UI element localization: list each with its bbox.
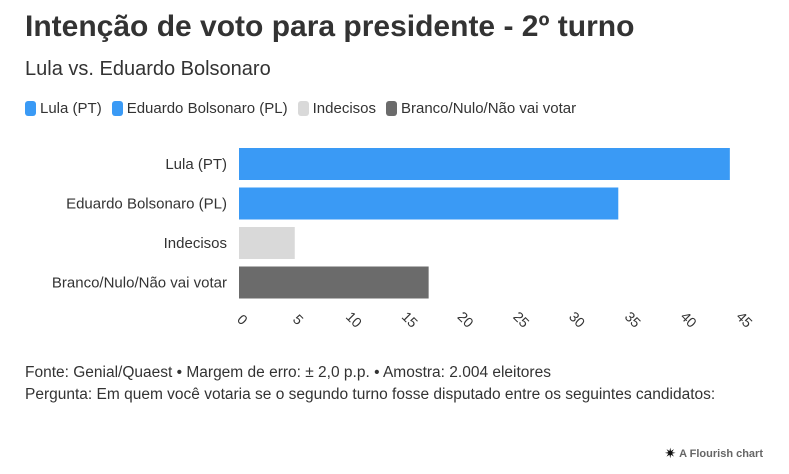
chart-subtitle: Lula vs. Eduardo Bolsonaro [25, 58, 271, 80]
chart-footer: Fonte: Genial/Quaest • Margem de erro: ±… [25, 362, 725, 406]
bar-1[interactable] [239, 187, 619, 220]
x-tick-label: 40 [678, 308, 700, 330]
category-label: Branco/Nulo/Não vai votar [52, 275, 227, 292]
category-label: Lula (PT) [165, 156, 227, 173]
x-tick-label: 0 [234, 311, 251, 328]
legend-item-lula[interactable]: Lula (PT) [25, 100, 102, 117]
x-tick-label: 20 [454, 308, 476, 330]
legend-swatch [25, 101, 36, 116]
flourish-credit[interactable]: ✷ A Flourish chart [664, 445, 763, 462]
x-tick-label: 25 [510, 308, 532, 330]
x-tick-label: 5 [290, 311, 307, 328]
x-tick-label: 35 [622, 308, 644, 330]
legend-item-indecisos[interactable]: Indecisos [297, 100, 376, 117]
x-tick-label: 30 [566, 308, 588, 330]
bar-chart: Lula (PT) Eduardo Bolsonaro (PL) Indecisos… [52, 148, 756, 331]
legend-swatch [297, 101, 309, 116]
x-tick-label: 10 [343, 308, 365, 330]
legend-item-branco-nulo[interactable]: Branco/Nulo/Não vai votar [386, 100, 576, 117]
x-tick-label: 45 [733, 308, 755, 330]
category-label: Eduardo Bolsonaro (PL) [66, 196, 227, 213]
credit-text: A Flourish chart [679, 447, 763, 460]
flourish-star-icon: ✷ [664, 445, 677, 461]
x-tick-label: 15 [399, 308, 421, 330]
category-labels: Lula (PT) Eduardo Bolsonaro (PL) Indecisos… [52, 156, 227, 292]
bars-group [239, 148, 730, 299]
legend-swatch [111, 101, 123, 116]
legend-item-eduardo[interactable]: Eduardo Bolsonaro (PL) [111, 100, 288, 117]
legend-label: Branco/Nulo/Não vai votar [401, 100, 577, 117]
x-axis-ticks: 0 5 10 15 20 25 30 35 40 45 [234, 308, 756, 330]
chart-title: Intenção de voto para presidente - 2º tu… [25, 10, 635, 43]
source-note: Fonte: Genial/Quaest • Margem de erro: ±… [25, 364, 551, 381]
legend-swatch [386, 101, 397, 116]
bar-2[interactable] [239, 227, 295, 259]
bar-3[interactable] [239, 266, 429, 299]
legend-label: Indecisos [312, 100, 376, 117]
legend: Lula (PT) Eduardo Bolsonaro (PL) Indecis… [25, 100, 586, 117]
legend-label: Lula (PT) [40, 100, 102, 117]
question-note: Pergunta: Em quem você votaria se o segu… [25, 386, 716, 403]
bar-0[interactable] [239, 148, 730, 180]
category-label: Indecisos [164, 235, 227, 252]
legend-label: Eduardo Bolsonaro (PL) [126, 100, 288, 117]
